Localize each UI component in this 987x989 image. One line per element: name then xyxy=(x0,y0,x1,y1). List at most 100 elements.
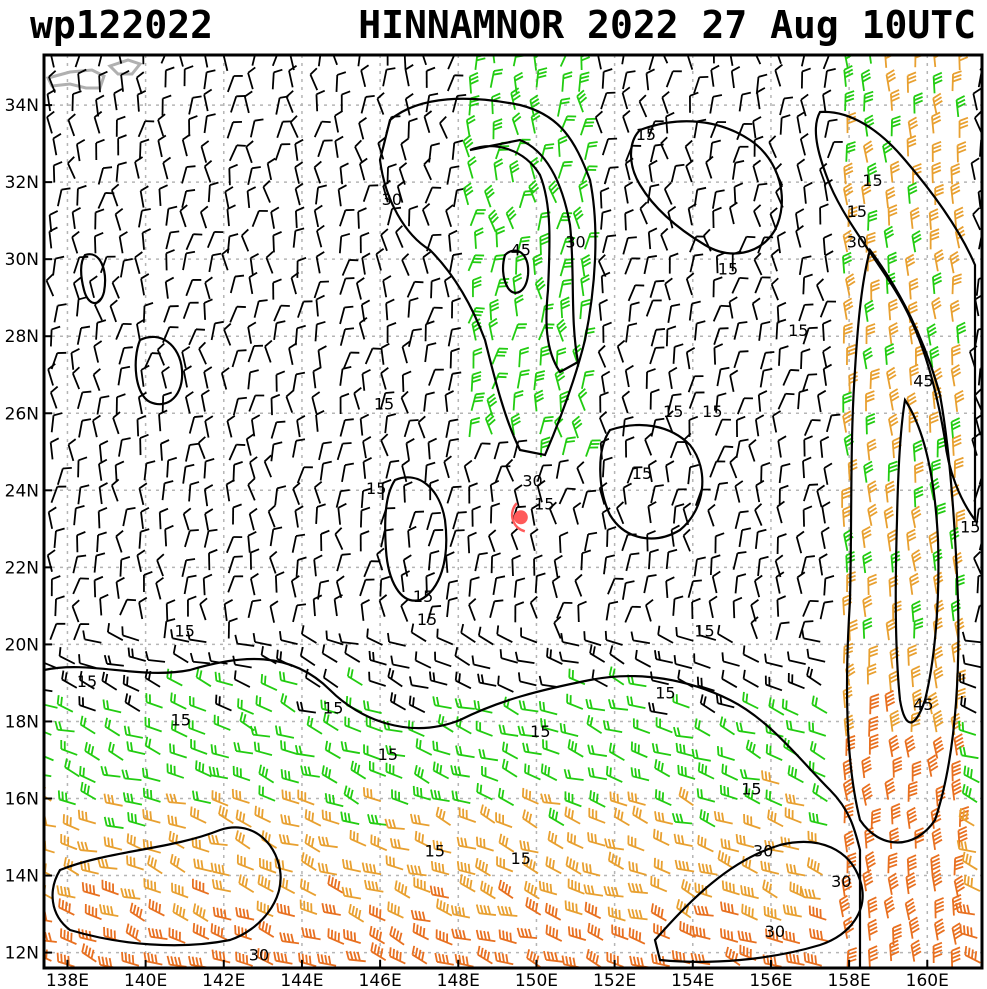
barb-flag xyxy=(187,595,197,601)
barb-staff xyxy=(402,559,409,577)
barb-flag xyxy=(313,594,323,600)
barb-flag xyxy=(221,367,230,374)
barb-flag xyxy=(469,71,479,78)
barb-flag xyxy=(883,143,892,151)
wind-barb xyxy=(243,90,253,114)
barb-staff xyxy=(377,142,385,160)
barb-flag xyxy=(309,67,318,76)
barb-flag xyxy=(910,371,920,377)
barb-flag xyxy=(144,651,149,661)
barb-flag xyxy=(548,180,557,189)
barb-flag xyxy=(949,250,959,258)
barb-flag xyxy=(630,552,640,556)
wind-barb xyxy=(559,722,579,737)
barb-staff xyxy=(380,530,386,548)
barb-staff xyxy=(341,464,346,483)
barb-staff xyxy=(732,146,741,164)
wind-barb xyxy=(795,208,805,231)
barb-staff xyxy=(693,559,698,577)
barb-flag xyxy=(172,744,175,754)
barb-flag xyxy=(847,119,857,125)
barb-flag xyxy=(278,671,282,681)
barb-flag xyxy=(514,393,524,399)
barb-flag xyxy=(753,42,759,48)
wind-barb xyxy=(390,655,410,669)
wind-barb xyxy=(251,209,268,227)
barb-flag xyxy=(316,251,325,258)
barb-flag xyxy=(269,550,278,559)
wind-barb xyxy=(182,507,192,531)
wind-barb xyxy=(106,623,124,642)
barb-staff xyxy=(189,704,207,712)
barb-flag xyxy=(486,415,495,423)
barb-flag xyxy=(886,621,896,628)
barb-staff xyxy=(335,490,342,508)
barb-staff xyxy=(289,121,299,139)
barb-staff xyxy=(622,487,627,505)
barb-staff xyxy=(387,208,393,226)
barb-staff xyxy=(647,120,656,138)
barb-flag xyxy=(237,396,247,400)
barb-flag xyxy=(866,323,876,328)
barb-flag xyxy=(275,571,285,577)
barb-flag xyxy=(232,503,242,509)
wind-barb xyxy=(489,68,504,88)
barb-flag xyxy=(931,458,941,464)
barb-staff xyxy=(511,558,514,577)
barb-flag xyxy=(454,647,459,657)
wind-barb xyxy=(481,765,499,782)
wind-barb xyxy=(250,725,271,738)
barb-flag xyxy=(630,301,640,306)
wind-barb xyxy=(446,485,462,504)
barb-flag xyxy=(866,239,876,244)
barb-flag xyxy=(869,741,879,747)
barb-flag xyxy=(57,303,67,307)
barb-staff xyxy=(556,212,564,230)
barb-flag xyxy=(808,483,819,486)
barb-staff xyxy=(627,284,637,302)
barb-flag xyxy=(111,478,120,487)
wind-barb xyxy=(322,668,339,689)
wind-barb xyxy=(888,298,898,321)
barb-flag xyxy=(741,91,752,96)
barb-flag xyxy=(908,308,918,315)
wind-barb xyxy=(863,90,874,112)
barb-flag xyxy=(441,716,445,726)
wind-barb xyxy=(203,88,213,112)
wind-barb xyxy=(92,368,101,391)
barb-flag xyxy=(932,148,942,154)
barb-staff xyxy=(718,754,735,762)
barb-flag xyxy=(930,235,940,241)
wind-barb xyxy=(98,482,108,505)
barb-flag xyxy=(261,766,266,776)
wind-barb xyxy=(93,552,106,573)
barb-flag xyxy=(584,373,594,377)
wind-barb xyxy=(111,478,120,502)
barb-flag xyxy=(559,459,569,463)
barb-flag xyxy=(768,697,772,707)
barb-flag xyxy=(913,696,923,703)
barb-flag xyxy=(485,411,494,420)
barb-flag xyxy=(86,785,90,795)
wind-barb xyxy=(587,744,608,757)
wind-barb xyxy=(462,182,474,206)
barb-flag xyxy=(94,575,104,582)
barb-flag xyxy=(930,702,939,710)
barb-flag xyxy=(752,116,762,122)
barb-flag xyxy=(430,550,440,555)
barb-flag xyxy=(93,340,103,347)
barb-flag xyxy=(888,302,898,308)
barb-flag xyxy=(429,479,439,484)
wind-barb xyxy=(865,390,875,412)
barb-staff xyxy=(182,466,187,484)
wind-barb xyxy=(359,578,375,597)
wind-barb xyxy=(421,203,431,226)
barb-flag xyxy=(765,744,769,754)
barb-staff xyxy=(46,94,51,112)
barb-flag xyxy=(513,276,523,283)
barb-flag xyxy=(929,208,939,214)
wind-barb xyxy=(542,739,560,755)
barb-flag xyxy=(401,340,411,348)
barb-staff xyxy=(682,535,691,552)
barb-flag xyxy=(533,554,543,560)
